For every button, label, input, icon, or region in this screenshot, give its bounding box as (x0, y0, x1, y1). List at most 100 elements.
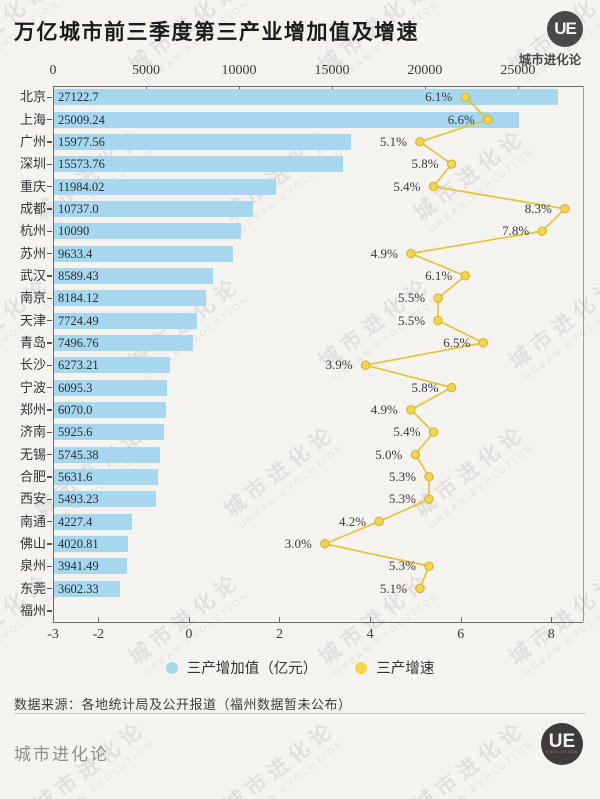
growth-point-label: 5.3% (388, 468, 416, 484)
growth-point-marker (424, 494, 434, 504)
bar-value-label: 15977.56 (58, 134, 105, 149)
top-axis-line (53, 86, 583, 87)
growth-point-marker (560, 204, 570, 214)
bottom-axis-tick (551, 617, 553, 622)
growth-point-marker (446, 159, 457, 169)
bar-value-label: 4227.4 (58, 514, 93, 529)
bottom-axis-tick-label: 8 (547, 627, 555, 642)
bar (53, 357, 171, 374)
y-axis-category-label: 上海 (19, 111, 46, 127)
watermark-text: 城市进化论 (409, 419, 531, 522)
chart-legend: 三产增加值（亿元） 三产增速 (0, 657, 600, 678)
growth-point-marker (406, 405, 416, 415)
bar-value-label: 9633.4 (58, 246, 93, 261)
top-axis-tick (517, 86, 519, 91)
growth-point-label: 4.2% (339, 513, 367, 529)
bottom-axis-tick (279, 617, 281, 622)
y-axis-tick (47, 454, 52, 456)
growth-point-label: 7.8% (502, 223, 530, 239)
y-axis-category-label: 西安 (19, 491, 46, 507)
y-axis-tick (47, 119, 52, 121)
bar (53, 89, 558, 106)
brand-logo-icon: UE (547, 11, 583, 47)
top-axis-tick (331, 86, 333, 91)
growth-point-label: 5.1% (379, 580, 407, 596)
bar (53, 200, 254, 217)
y-axis-category-label: 佛山 (19, 535, 46, 551)
watermark-text: 城市进化论 (124, 567, 246, 670)
bar (53, 223, 242, 240)
top-axis-tick-label: 20000 (407, 63, 443, 78)
growth-point-marker (424, 561, 434, 571)
bar-value-label: 5631.6 (58, 469, 93, 484)
bar (53, 290, 206, 307)
growth-point-label: 5.8% (411, 156, 439, 172)
growth-point-marker (428, 181, 439, 192)
y-axis-tick (47, 431, 52, 433)
bottom-axis-tick-label: 4 (366, 627, 374, 642)
bar-value-label: 8589.43 (58, 268, 99, 283)
y-axis-tick (47, 565, 52, 567)
bar (53, 491, 156, 508)
y-axis-tick (47, 96, 52, 98)
bar-value-label: 6273.21 (58, 358, 99, 373)
growth-point-marker (446, 382, 457, 393)
top-axis-tick (145, 86, 147, 91)
footer-logo-icon: UE EVOLUTION (541, 723, 583, 765)
y-axis-category-label: 宁波 (19, 379, 46, 395)
y-axis-category-label: 南京 (19, 290, 46, 306)
y-axis-tick (47, 253, 52, 255)
bar-value-label: 8184.12 (58, 291, 99, 306)
bar-value-label: 11984.02 (58, 179, 105, 194)
watermark-subtext: URBAN EVOLUTION (522, 293, 600, 383)
legend-label: 三产增加值（亿元） (186, 661, 318, 677)
y-axis-tick (47, 230, 52, 232)
y-axis-tick (47, 163, 52, 165)
growth-point-label: 6.1% (425, 89, 453, 105)
growth-point-label: 6.1% (425, 267, 453, 283)
bar-value-label: 5925.6 (58, 425, 93, 440)
bar-value-label: 6070.0 (58, 402, 93, 417)
growth-point-label: 5.3% (388, 558, 416, 574)
bottom-axis-tick-label: 6 (457, 627, 465, 642)
top-axis-tick-label: 5000 (131, 63, 160, 78)
bar (53, 245, 233, 262)
bottom-axis-tick-label: 2 (275, 627, 283, 642)
y-axis-tick (47, 297, 52, 299)
growth-point-label: 5.5% (397, 290, 426, 306)
y-axis-category-label: 南通 (19, 513, 46, 529)
footer-logo-subtext: EVOLUTION (545, 748, 579, 754)
growth-point-marker (415, 583, 425, 594)
bar-value-label: 7496.76 (58, 335, 99, 350)
bar (53, 580, 121, 597)
y-axis-tick (47, 476, 52, 478)
bar (53, 334, 193, 351)
y-axis-tick (47, 409, 52, 411)
bar (53, 133, 351, 150)
growth-point-marker (320, 539, 330, 549)
bar (53, 558, 127, 575)
y-axis-tick (47, 543, 52, 545)
growth-point-label: 8.3% (524, 200, 552, 216)
growth-point-label: 5.1% (379, 133, 407, 149)
y-axis-category-label: 重庆 (19, 178, 46, 194)
y-axis-tick (47, 186, 52, 188)
bar (53, 401, 167, 418)
growth-point-label: 5.0% (375, 446, 403, 462)
bottom-axis-tick (460, 617, 462, 622)
growth-point-marker (415, 137, 425, 147)
watermark-subtext: URBAN EVOLUTION (427, 737, 537, 799)
source-note: 数据来源：各地统计局及公开报道（福州数据暂未公布） (14, 697, 352, 712)
bar-value-label: 27122.7 (58, 90, 99, 105)
y-axis-category-label: 广州 (19, 133, 46, 149)
footer-brand: 城市进化论 (14, 745, 109, 764)
y-axis-category-label: 合肥 (19, 468, 46, 484)
bar-value-label: 4020.81 (58, 536, 99, 551)
bar (53, 312, 198, 329)
bottom-axis-tick (188, 617, 190, 622)
